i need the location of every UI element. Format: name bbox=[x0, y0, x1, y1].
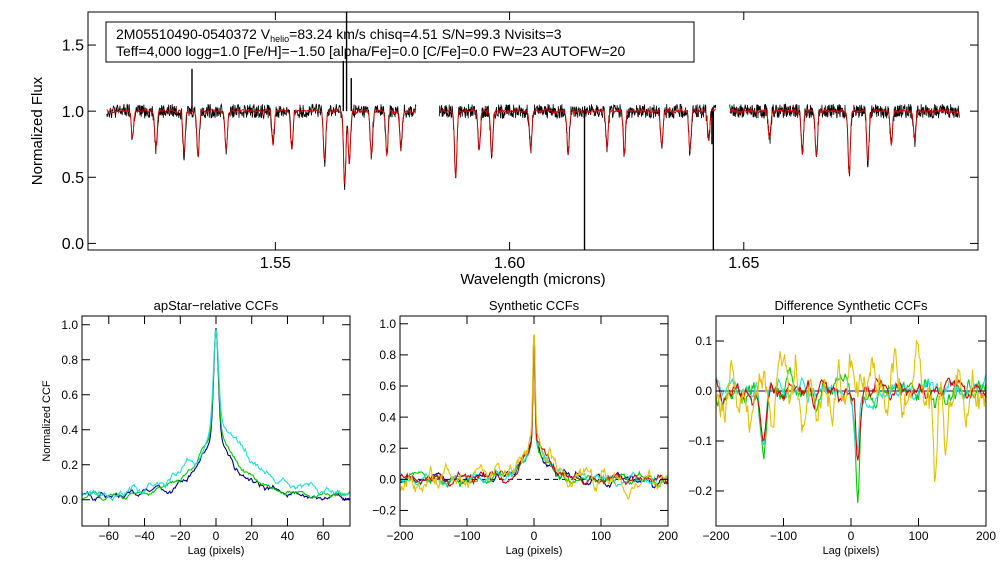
ccf-series-visit-2 bbox=[82, 328, 350, 502]
panel-title: Synthetic CCFs bbox=[489, 298, 580, 313]
panel-title: apStar−relative CCFs bbox=[154, 298, 279, 313]
chisq: chisq=4.51 bbox=[370, 26, 438, 42]
y-tick-label: 0.8 bbox=[61, 353, 78, 367]
info-box bbox=[105, 21, 695, 63]
y-axis-label: Normalized Flux bbox=[29, 76, 46, 185]
x-axis-label: Wavelength (microns) bbox=[460, 271, 605, 288]
diff-series-visit-4 bbox=[716, 377, 986, 461]
y-tick-label: 1.0 bbox=[62, 104, 84, 121]
x-tick-label: −200 bbox=[386, 529, 413, 543]
diff-series-template bbox=[716, 339, 986, 482]
plot-area bbox=[400, 334, 668, 500]
ccf-series-visit-4 bbox=[400, 339, 668, 487]
ccf-series-visit-3 bbox=[82, 329, 350, 502]
x-tick-label: −200 bbox=[702, 529, 729, 543]
x-tick-label: 0 bbox=[848, 529, 855, 543]
model-spectrum-chip-2 bbox=[438, 107, 716, 179]
x-tick-label: 200 bbox=[658, 529, 678, 543]
x-tick-label: −20 bbox=[170, 529, 191, 543]
difference-ccf-panel: Difference Synthetic CCFs −200 −100 0 100 200… bbox=[688, 298, 996, 557]
ccf-series-visit-1 bbox=[400, 338, 668, 489]
y-tick-label: 0.0 bbox=[62, 236, 84, 253]
y-tick-label: 0.4 bbox=[61, 423, 78, 437]
plot-area bbox=[716, 339, 986, 503]
model-spectrum-chip-1 bbox=[106, 107, 417, 185]
y-tick-label: −0.2 bbox=[688, 484, 712, 498]
x-tick-label: 20 bbox=[245, 529, 259, 543]
x-tick-label: 1.65 bbox=[728, 255, 759, 272]
vhelio-prefix: V bbox=[261, 26, 271, 42]
x-tick-label: 200 bbox=[976, 529, 996, 543]
x-tick-label: −100 bbox=[453, 529, 480, 543]
observed-spectrum-chip-2 bbox=[438, 103, 717, 179]
nvisits: Nvisits=3 bbox=[504, 26, 561, 42]
y-tick-label: 1.5 bbox=[62, 38, 84, 55]
y-tick-label: 0.4 bbox=[379, 410, 396, 424]
ccf-series-visit-3 bbox=[400, 338, 668, 488]
axes-frame bbox=[715, 315, 987, 527]
plot-area bbox=[82, 328, 350, 502]
x-tick-label: 0 bbox=[531, 529, 538, 543]
synthetic-ccf-panel: Synthetic CCFs −200 −100 0 100 200 −0.2 0.0 0.2 0… bbox=[372, 298, 678, 557]
snr: S/N=99.3 bbox=[442, 26, 501, 42]
model-spectrum-chip-3 bbox=[729, 106, 960, 174]
panel-title: Difference Synthetic CCFs bbox=[775, 298, 928, 313]
x-axis-label: Lag (pixels) bbox=[188, 545, 245, 557]
y-tick-label: 0.6 bbox=[61, 388, 78, 402]
y-tick-label: 0.0 bbox=[61, 493, 78, 507]
y-tick-label: −0.2 bbox=[372, 504, 396, 518]
ccf-series-template bbox=[400, 334, 668, 500]
x-tick-label: 60 bbox=[317, 529, 331, 543]
x-axis-label: Lag (pixels) bbox=[823, 545, 880, 557]
y-tick-label: 1.0 bbox=[379, 317, 396, 331]
x-tick-label: −100 bbox=[770, 529, 797, 543]
x-tick-label: 40 bbox=[281, 529, 295, 543]
observed-spectrum-chip-3 bbox=[729, 103, 960, 177]
y-tick-label: −0.1 bbox=[688, 434, 712, 448]
x-tick-label: 0 bbox=[213, 529, 220, 543]
observed-spectrum-chip-1 bbox=[106, 102, 417, 191]
x-tick-label: 1.60 bbox=[494, 255, 525, 272]
diff-series-visit-3 bbox=[716, 374, 986, 457]
y-tick-label: 0.1 bbox=[695, 334, 712, 348]
y-tick-label: 0.6 bbox=[379, 379, 396, 393]
x-tick-label: −60 bbox=[99, 529, 120, 543]
axes-frame bbox=[87, 11, 979, 251]
y-axis-label: Normalized CCF bbox=[41, 380, 53, 462]
y-tick-label: 0.2 bbox=[379, 441, 396, 455]
apstar-ccf-panel: apStar−relative CCFs −60 −40 −20 0 20 40 60 0.0 0… bbox=[41, 298, 351, 557]
y-tick-label: 0.5 bbox=[62, 170, 84, 187]
y-tick-label: 0.0 bbox=[695, 384, 712, 398]
x-tick-label: −40 bbox=[134, 529, 155, 543]
vhelio-value: =83.24 km/s bbox=[289, 26, 366, 42]
x-axis-label: Lag (pixels) bbox=[506, 545, 563, 557]
y-tick-label: 1.0 bbox=[61, 318, 78, 332]
x-tick-label: 100 bbox=[591, 529, 611, 543]
ccf-series-visit-1 bbox=[82, 328, 350, 502]
y-tick-label: 0.0 bbox=[379, 473, 396, 487]
plot-area bbox=[106, 12, 960, 250]
header-line-1: 2M05510490-0540372 Vhelio=83.24 km/s chi… bbox=[116, 26, 562, 44]
spectrum-panel: 1.55 1.60 1.65 0.0 0.5 1.0 1.5 Wavelength (micr… bbox=[29, 11, 979, 288]
star-id: 2M05510490-0540372 bbox=[116, 26, 257, 42]
vhelio-subscript: helio bbox=[270, 34, 289, 44]
ccf-series-visit-2 bbox=[400, 340, 668, 488]
header-line-2: Teff=4,000 logg=1.0 [Fe/H]=−1.50 [alpha/… bbox=[116, 43, 625, 59]
x-tick-label: 1.55 bbox=[260, 255, 291, 272]
x-tick-label: 100 bbox=[908, 529, 928, 543]
y-tick-label: 0.2 bbox=[61, 458, 78, 472]
y-tick-label: 0.8 bbox=[379, 348, 396, 362]
